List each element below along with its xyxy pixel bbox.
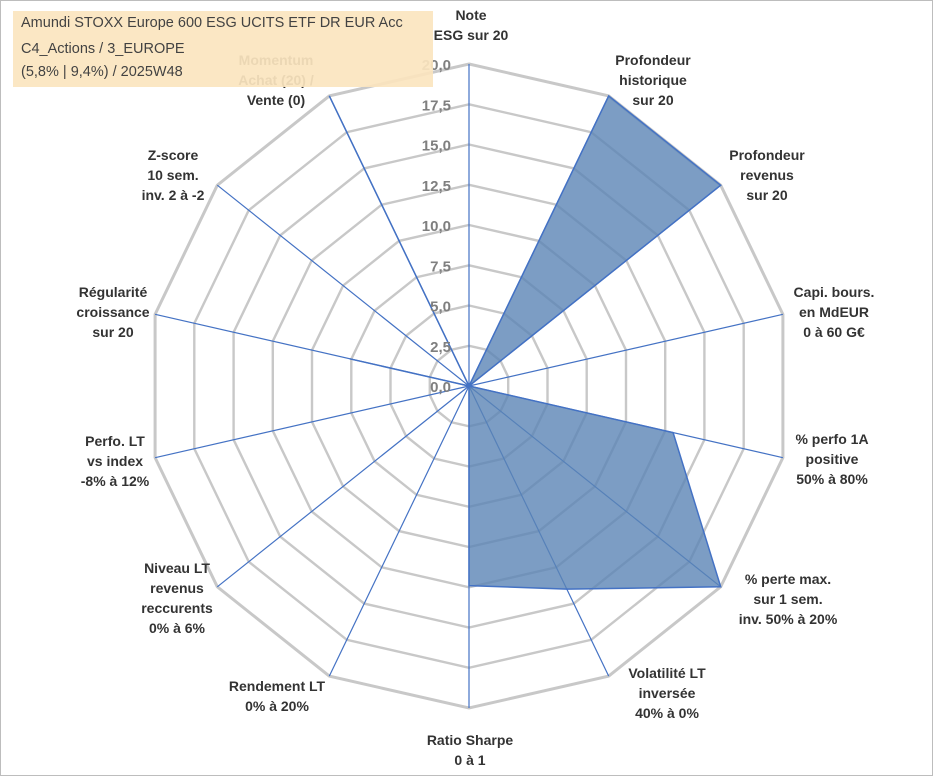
tick-label: 10,0 — [422, 218, 451, 235]
axis-spoke-10 — [154, 385, 470, 459]
axis-label-6: Volatilité LT inversée 40% à 0% — [628, 665, 706, 721]
tick-label: 17,5 — [422, 97, 451, 114]
series-layer — [328, 94, 722, 590]
axis-label-12: Z-score 10 sem. inv. 2 à -2 — [142, 147, 205, 203]
axis-label-4: % perfo 1A positive 50% à 80% — [795, 431, 868, 487]
axis-label-10: Perfo. LT vs index -8% à 12% — [81, 433, 150, 489]
axis-label-7: Ratio Sharpe 0 à 1 — [427, 732, 514, 768]
tick-label: 12,5 — [422, 178, 451, 195]
axis-label-2: Profondeur revenus sur 20 — [729, 147, 805, 203]
tick-label: 5,0 — [430, 299, 451, 316]
axis-label-3: Capi. bours. en MdEUR 0 à 60 G€ — [794, 284, 875, 340]
chart-category: C4_Actions / 3_EUROPE — [21, 41, 185, 57]
axis-label-11: Régularité croissance sur 20 — [76, 284, 149, 340]
axis-label-1: Profondeur historique sur 20 — [615, 52, 691, 108]
label-layer: Note ESG sur 20 Profondeur historique sur 20… — [76, 7, 874, 768]
chart-title-box: Amundi STOXX Europe 600 ESG UCITS ETF DR… — [13, 11, 433, 87]
tick-label: 2,5 — [430, 339, 451, 356]
series-area — [328, 94, 722, 590]
tick-label: 15,0 — [422, 138, 451, 155]
axis-spoke-12 — [216, 184, 470, 387]
tick-layer: 0,02,55,07,510,012,515,017,520,0 — [422, 57, 451, 396]
axis-label-0: Note ESG sur 20 — [434, 7, 509, 43]
chart-period: (5,8% | 9,4%) / 2025W48 — [21, 64, 183, 80]
chart-title: Amundi STOXX Europe 600 ESG UCITS ETF DR… — [21, 15, 403, 31]
tick-label: 7,5 — [430, 258, 451, 275]
axis-spoke-8 — [328, 385, 470, 677]
axis-spoke-9 — [216, 385, 470, 588]
axis-label-5: % perte max. sur 1 sem. inv. 50% à 20% — [739, 571, 838, 627]
axis-label-8: Rendement LT 0% à 20% — [229, 678, 326, 714]
axis-spoke-3 — [468, 313, 784, 387]
tick-label: 0,0 — [430, 379, 451, 396]
axis-label-9: Niveau LT revenus reccurents 0% à 6% — [141, 560, 213, 636]
